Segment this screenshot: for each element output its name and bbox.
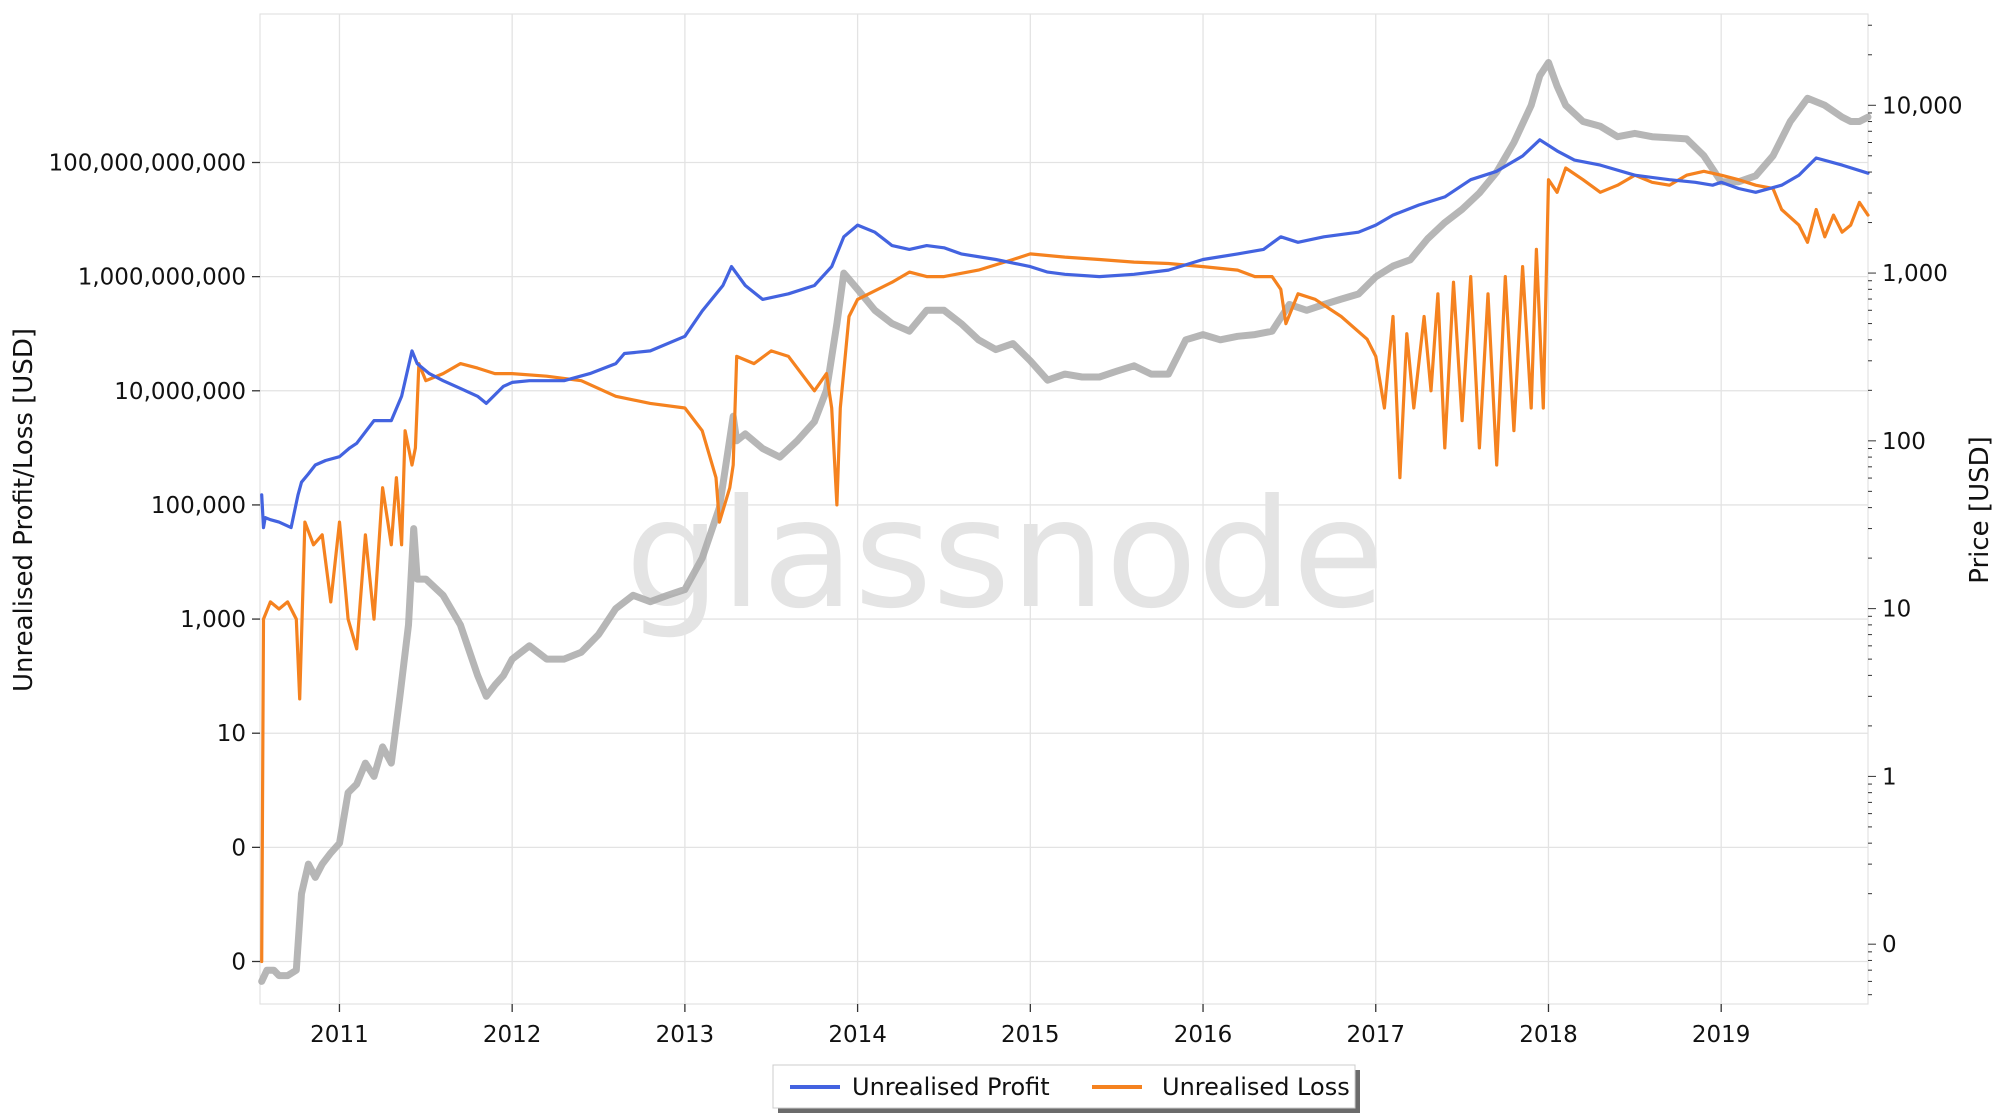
x-tick-label: 2012 [483,1022,542,1048]
x-axis: 2011 2012 2013 2014 2015 2016 2017 2018 2019 [310,1004,1750,1048]
plot-area [259,13,1869,1005]
y-right-tick-label: 100 [1882,429,1926,455]
series-layer [258,59,1872,985]
x-tick-label: 2013 [656,1022,715,1048]
y-left-tick-label: 100,000 [151,493,246,519]
watermark: glassnode [625,468,1384,642]
y-axis-right: 0 1 10 100 1,000 10,000 [1868,24,1962,996]
y-left-tick-label: 10,000,000 [114,379,246,405]
y-left-tick-label: 1,000,000,000 [78,265,246,291]
y-right-tick-label: 1,000 [1882,261,1948,287]
x-tick-label: 2016 [1174,1022,1233,1048]
y-right-tick-label: 0 [1882,932,1897,958]
y-left-tick-label: 0 [231,835,246,861]
y-right-tick-label: 10 [1882,597,1911,623]
y-axis-left-title: Unrealised Profit/Loss [USD] [9,328,39,692]
legend-label-profit: Unrealised Profit [852,1073,1050,1101]
y-axis-left: 0 0 10 1,000 100,000 10,000,000 1,000,000,000 1… [48,151,260,975]
x-tick-label: 2018 [1519,1022,1578,1048]
x-tick-label: 2019 [1692,1022,1751,1048]
series-line-unrealised-profit [260,138,1870,530]
x-tick-label: 2011 [310,1022,369,1048]
y-right-tick-label: 1 [1882,764,1897,790]
y-left-tick-label: 0 [231,949,246,975]
y-left-tick-label: 1,000 [180,607,246,633]
legend-label-loss: Unrealised Loss [1162,1073,1350,1101]
series-line-unrealised-loss [260,166,1870,964]
series-line-price [258,59,1872,985]
legend-box [772,1064,1356,1109]
x-tick-label: 2014 [828,1022,887,1048]
y-axis-right-title: Price [USD] [1965,436,1995,584]
y-left-tick-label: 100,000,000,000 [48,151,246,177]
y-right-tick-label: 10,000 [1882,93,1962,119]
y-left-tick-label: 10 [217,721,246,747]
legend[interactable]: Unrealised Profit Unrealised Loss [772,1064,1360,1113]
x-tick-label: 2015 [1001,1022,1060,1048]
x-tick-label: 2017 [1346,1022,1405,1048]
